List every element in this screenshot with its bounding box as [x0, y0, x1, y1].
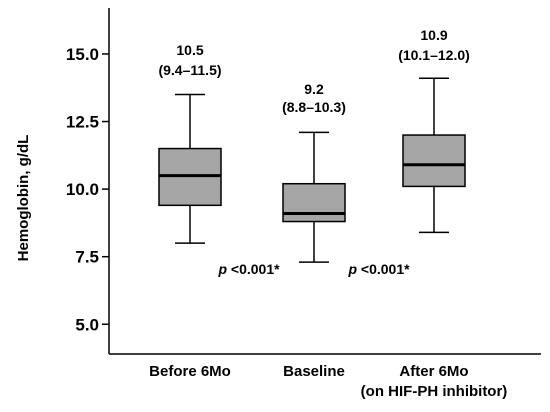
- box-annotations: 10.5 (9.4–11.5) 9.2 (8.8–10.3) 10.9 (10.1–12.…: [158, 27, 469, 115]
- box-series: [158, 77, 466, 263]
- p-value: <0.001*: [357, 261, 410, 277]
- y-tick-label: 15.0: [66, 45, 99, 64]
- y-axis-label: Hemoglobin, g/dL: [15, 135, 32, 262]
- median-annotation: 10.5: [176, 42, 203, 58]
- iqr-box: [402, 134, 466, 188]
- y-tick-label: 7.5: [75, 248, 99, 267]
- iqr-annotation: (8.8–10.3): [282, 99, 346, 115]
- y-axis-ticks: 5.0 7.5 10.0 12.5 15.0: [66, 45, 109, 334]
- iqr-box: [282, 182, 346, 223]
- y-tick-label: 12.5: [66, 113, 99, 132]
- y-tick-label: 5.0: [75, 315, 99, 334]
- p-value-label: p <0.001*: [217, 261, 280, 277]
- iqr-annotation: (10.1–12.0): [398, 47, 470, 63]
- iqr-annotation: (9.4–11.5): [158, 62, 221, 78]
- category-label: (on HIF-PH inhibitor): [361, 383, 508, 400]
- category-label: Baseline: [283, 363, 345, 380]
- box-2: [282, 131, 346, 263]
- p-value-label: p <0.001*: [347, 261, 410, 277]
- box-1: [158, 93, 222, 244]
- median-annotation: 10.9: [420, 27, 447, 43]
- p-value-annotations: p <0.001* p <0.001*: [217, 261, 410, 277]
- y-tick-label: 10.0: [66, 180, 99, 199]
- median-annotation: 9.2: [304, 81, 324, 97]
- axes: [108, 8, 541, 355]
- category-label: Before 6Mo: [149, 363, 231, 380]
- x-axis-categories: Before 6Mo Baseline After 6Mo (on HIF-PH in…: [149, 363, 507, 400]
- p-value: <0.001*: [227, 261, 280, 277]
- category-label: After 6Mo: [399, 363, 468, 380]
- box-3: [402, 77, 466, 234]
- p-symbol: p: [347, 261, 357, 277]
- p-symbol: p: [217, 261, 227, 277]
